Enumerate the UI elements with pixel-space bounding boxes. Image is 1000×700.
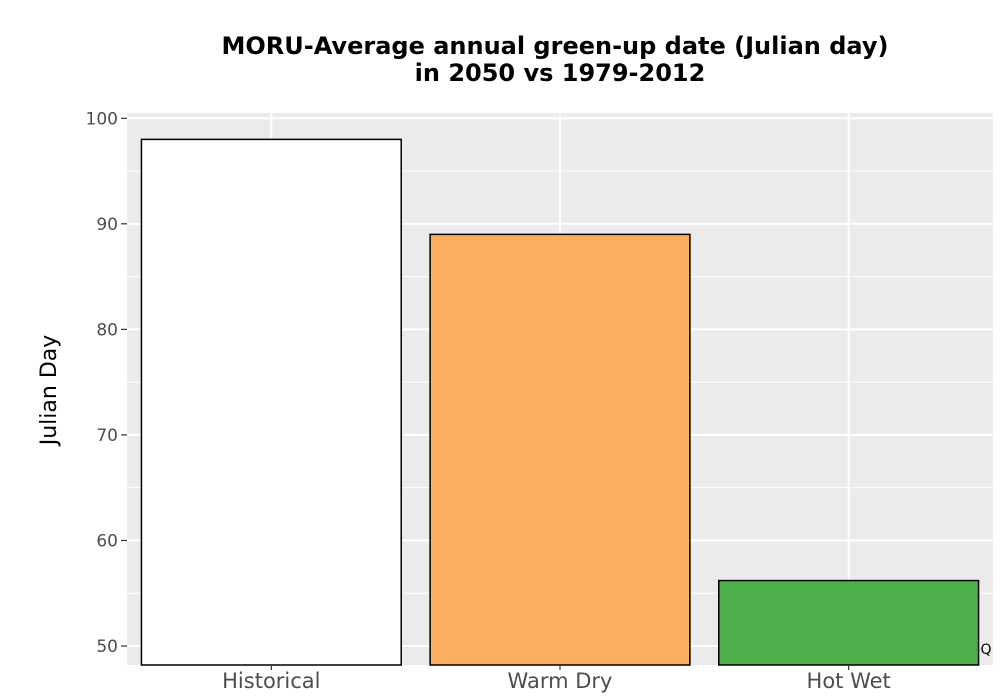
y-tick-label: 60 bbox=[96, 531, 118, 551]
y-axis-title: Julian Day bbox=[37, 335, 62, 448]
x-tick-label: Historical bbox=[222, 669, 320, 693]
x-tick-label: Hot Wet bbox=[807, 669, 891, 693]
bar-historical bbox=[140, 138, 402, 666]
y-tick-label: 50 bbox=[96, 637, 118, 657]
bar-warm-dry bbox=[429, 233, 691, 666]
y-tick-label: 80 bbox=[96, 320, 118, 340]
x-axis: Historical Warm Dry Hot Wet bbox=[222, 665, 891, 693]
chart-title: MORU-Average annual green-up date (Julia… bbox=[222, 32, 889, 60]
corner-label: Q bbox=[980, 642, 991, 658]
y-tick-label: 90 bbox=[96, 215, 118, 235]
y-tick-label: 70 bbox=[96, 426, 118, 446]
x-tick-label: Warm Dry bbox=[508, 669, 613, 693]
bar-hot-wet bbox=[718, 579, 980, 666]
chart-subtitle: in 2050 vs 1979-2012 bbox=[415, 59, 706, 87]
plot-panel bbox=[127, 113, 993, 666]
y-axis: 50 60 70 80 90 100 bbox=[86, 109, 127, 657]
bars bbox=[140, 138, 980, 666]
y-tick-label: 100 bbox=[86, 109, 118, 129]
